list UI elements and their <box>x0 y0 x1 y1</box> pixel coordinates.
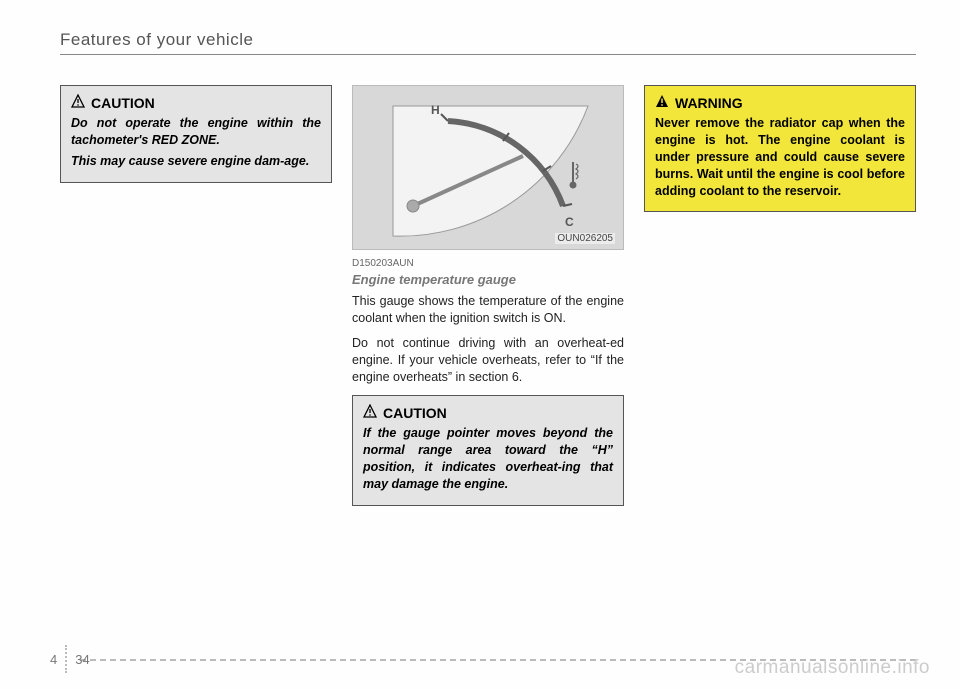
caution-box-gauge: CAUTION If the gauge pointer moves beyon… <box>352 395 624 506</box>
caution-label: CAUTION <box>383 405 447 421</box>
content-columns: CAUTION Do not operate the engine within… <box>60 85 916 520</box>
section-number: 4 <box>50 652 57 667</box>
warning-label: WARNING <box>675 95 743 111</box>
column-2: H C OUN026205 D150203AUN Engine tempe <box>352 85 624 520</box>
svg-text:C: C <box>565 215 574 229</box>
warning-box-radiator: WARNING Never remove the radiator cap wh… <box>644 85 916 212</box>
watermark: carmanualsonline.info <box>735 657 930 679</box>
page-num-value: 34 <box>75 652 89 667</box>
warning-icon <box>655 94 669 111</box>
caution-icon <box>71 94 85 111</box>
caution-text: If the gauge pointer moves beyond the no… <box>363 425 613 493</box>
caution-body: If the gauge pointer moves beyond the no… <box>363 425 613 493</box>
caution-heading: CAUTION <box>71 94 321 111</box>
column-1: CAUTION Do not operate the engine within… <box>60 85 332 520</box>
page-num-separator <box>65 645 67 673</box>
page-header: Features of your vehicle <box>60 30 916 55</box>
section-subtitle: Engine temperature gauge <box>352 272 624 287</box>
warning-heading: WARNING <box>655 94 905 111</box>
caution-text-1: Do not operate the engine within the tac… <box>71 115 321 149</box>
gauge-illustration: H C <box>353 86 623 250</box>
caution-box-tachometer: CAUTION Do not operate the engine within… <box>60 85 332 183</box>
temperature-gauge-figure: H C OUN026205 <box>352 85 624 250</box>
body-paragraph-2: Do not continue driving with an overheat… <box>352 335 624 386</box>
caution-heading: CAUTION <box>363 404 613 421</box>
figure-caption: OUN026205 <box>555 233 615 244</box>
body-paragraph-1: This gauge shows the temperature of the … <box>352 293 624 327</box>
caution-icon <box>363 404 377 421</box>
svg-text:H: H <box>431 103 440 117</box>
doc-code: D150203AUN <box>352 258 624 269</box>
page-number: 4 34 <box>50 645 90 673</box>
warning-text: Never remove the radiator cap when the e… <box>655 115 905 199</box>
manual-page: Features of your vehicle CAUTION Do not … <box>0 0 960 689</box>
column-3: WARNING Never remove the radiator cap wh… <box>644 85 916 520</box>
caution-label: CAUTION <box>91 95 155 111</box>
caution-text-2: This may cause severe engine dam-age. <box>71 153 321 170</box>
header-rule <box>60 54 916 55</box>
header-title: Features of your vehicle <box>60 30 916 50</box>
body-text: This gauge shows the temperature of the … <box>352 293 624 385</box>
caution-body: Do not operate the engine within the tac… <box>71 115 321 170</box>
warning-body: Never remove the radiator cap when the e… <box>655 115 905 199</box>
